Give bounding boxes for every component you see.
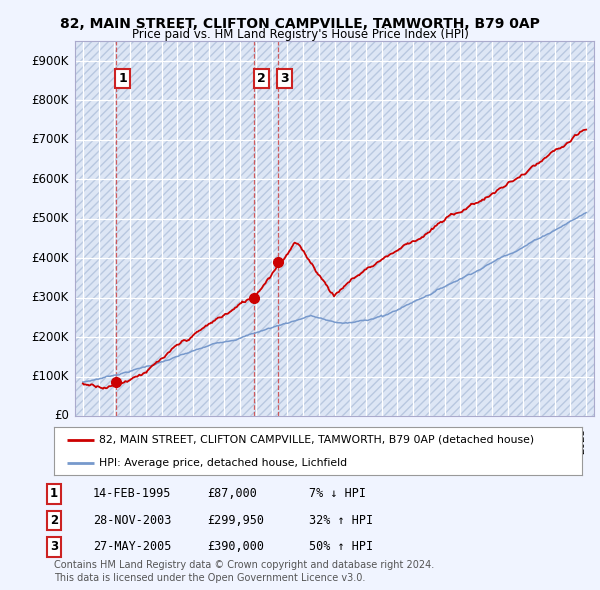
Text: 1994: 1994: [89, 427, 98, 454]
Text: 2005: 2005: [262, 427, 272, 454]
Text: 2: 2: [50, 514, 58, 527]
Text: 2019: 2019: [482, 427, 492, 454]
Text: 1995: 1995: [104, 427, 115, 454]
Text: 1999: 1999: [167, 427, 177, 454]
Text: 2004: 2004: [246, 427, 256, 454]
Text: 2011: 2011: [356, 427, 366, 454]
Text: 2012: 2012: [371, 427, 382, 454]
Text: £700K: £700K: [31, 133, 69, 146]
Text: £299,950: £299,950: [207, 514, 264, 527]
Text: 82, MAIN STREET, CLIFTON CAMPVILLE, TAMWORTH, B79 0AP: 82, MAIN STREET, CLIFTON CAMPVILLE, TAMW…: [60, 17, 540, 31]
Text: 2009: 2009: [325, 427, 335, 454]
Text: 1: 1: [50, 487, 58, 500]
Text: 3: 3: [280, 72, 289, 86]
Text: 2018: 2018: [466, 427, 476, 454]
Text: £390,000: £390,000: [207, 540, 264, 553]
Text: 14-FEB-1995: 14-FEB-1995: [93, 487, 172, 500]
Text: 28-NOV-2003: 28-NOV-2003: [93, 514, 172, 527]
Text: 2025: 2025: [576, 427, 586, 454]
Text: 2013: 2013: [388, 427, 397, 454]
Text: 27-MAY-2005: 27-MAY-2005: [93, 540, 172, 553]
Text: 2016: 2016: [434, 427, 445, 454]
Text: 2010: 2010: [340, 427, 350, 454]
Text: £87,000: £87,000: [207, 487, 257, 500]
Text: 2024: 2024: [560, 427, 571, 454]
Text: 1997: 1997: [136, 427, 146, 454]
Text: 2015: 2015: [419, 427, 429, 454]
Text: 32% ↑ HPI: 32% ↑ HPI: [309, 514, 373, 527]
Text: £800K: £800K: [32, 94, 69, 107]
Text: 2008: 2008: [309, 427, 319, 454]
Text: 2007: 2007: [293, 427, 303, 454]
Text: £900K: £900K: [31, 54, 69, 67]
Text: 2001: 2001: [199, 427, 209, 454]
Text: 7% ↓ HPI: 7% ↓ HPI: [309, 487, 366, 500]
Text: 82, MAIN STREET, CLIFTON CAMPVILLE, TAMWORTH, B79 0AP (detached house): 82, MAIN STREET, CLIFTON CAMPVILLE, TAMW…: [99, 435, 534, 445]
Text: £0: £0: [54, 409, 69, 422]
Text: This data is licensed under the Open Government Licence v3.0.: This data is licensed under the Open Gov…: [54, 573, 365, 583]
Text: 2000: 2000: [183, 427, 193, 453]
Text: HPI: Average price, detached house, Lichfield: HPI: Average price, detached house, Lich…: [99, 458, 347, 468]
Text: Price paid vs. HM Land Registry's House Price Index (HPI): Price paid vs. HM Land Registry's House …: [131, 28, 469, 41]
Text: 1993: 1993: [73, 427, 83, 454]
Text: £300K: £300K: [32, 291, 69, 304]
Text: 2: 2: [257, 72, 266, 86]
Text: 50% ↑ HPI: 50% ↑ HPI: [309, 540, 373, 553]
Text: 2021: 2021: [513, 427, 523, 454]
Text: 2003: 2003: [230, 427, 240, 454]
Text: 2023: 2023: [545, 427, 554, 454]
Text: 1: 1: [119, 72, 127, 86]
Text: 2006: 2006: [277, 427, 287, 454]
Text: £500K: £500K: [32, 212, 69, 225]
Text: £600K: £600K: [31, 173, 69, 186]
Text: 2022: 2022: [529, 427, 539, 454]
Text: 2014: 2014: [403, 427, 413, 454]
Text: 1996: 1996: [120, 427, 130, 454]
Text: 2002: 2002: [214, 427, 224, 454]
Text: £100K: £100K: [31, 370, 69, 383]
Text: Contains HM Land Registry data © Crown copyright and database right 2024.: Contains HM Land Registry data © Crown c…: [54, 560, 434, 570]
Text: 3: 3: [50, 540, 58, 553]
Text: 2017: 2017: [451, 427, 460, 454]
Text: £400K: £400K: [31, 252, 69, 265]
Text: 2020: 2020: [497, 427, 508, 454]
Text: 1998: 1998: [151, 427, 161, 454]
Text: £200K: £200K: [31, 330, 69, 343]
